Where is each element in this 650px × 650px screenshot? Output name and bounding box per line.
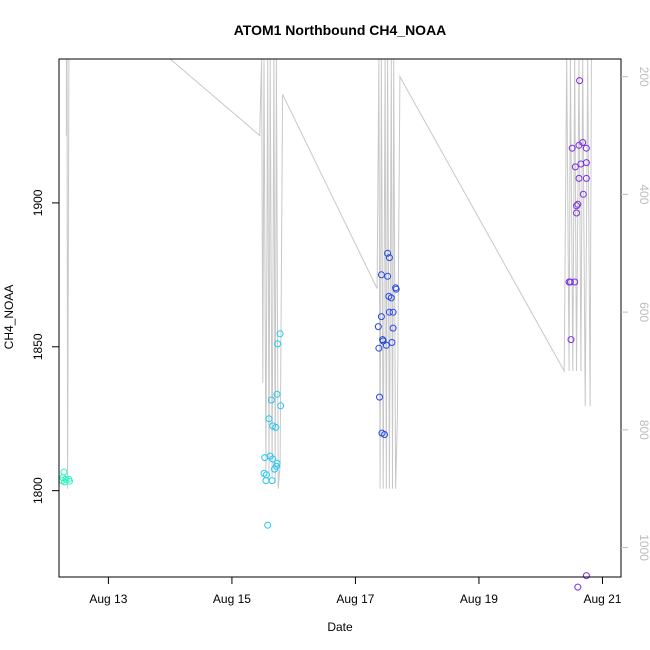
data-point <box>265 415 273 423</box>
series-2 <box>260 330 285 529</box>
data-point <box>384 272 392 280</box>
data-point <box>268 477 276 485</box>
right-tick-label: 200 <box>637 67 650 87</box>
data-point <box>264 521 272 529</box>
data-point <box>575 174 583 182</box>
data-point <box>61 478 69 486</box>
data-point <box>267 396 275 404</box>
data-point <box>576 77 584 85</box>
x-axis-label: Date <box>327 620 353 634</box>
data-point <box>571 278 579 286</box>
data-point <box>375 344 383 352</box>
data-point <box>574 583 582 591</box>
data-point <box>271 465 278 473</box>
data-point <box>566 278 574 286</box>
data-point <box>272 423 280 431</box>
data-point <box>273 459 281 467</box>
altitude-trace-layer <box>65 58 592 489</box>
data-point <box>582 174 590 182</box>
data-point <box>573 202 580 210</box>
data-point <box>277 402 285 410</box>
right-tick-label: 400 <box>637 184 650 204</box>
y-tick-label: 1850 <box>31 333 45 360</box>
altitude-trace-line <box>65 58 592 489</box>
data-point <box>381 431 388 438</box>
data-point <box>60 468 68 476</box>
series-3 <box>374 249 400 438</box>
x-tick-label: Aug 13 <box>89 592 127 606</box>
y-axis-label: CH4_NOAA <box>2 285 16 350</box>
data-point <box>66 477 73 485</box>
right-tick-label: 600 <box>637 302 650 322</box>
data-point <box>377 271 385 279</box>
plot-frame <box>58 58 622 578</box>
data-points-layer <box>58 77 590 591</box>
data-point <box>575 141 583 149</box>
data-point <box>392 285 400 293</box>
x-tick-label: Aug 15 <box>213 592 251 606</box>
data-point <box>385 308 393 316</box>
data-point <box>582 144 590 152</box>
data-point <box>276 330 284 338</box>
x-tick-label: Aug 19 <box>460 592 498 606</box>
data-point <box>385 254 393 262</box>
data-point <box>384 249 392 257</box>
data-point <box>568 144 576 152</box>
y-axis: 1800 1850 1900 <box>31 189 59 504</box>
data-point <box>269 455 277 463</box>
right-tick-label: 800 <box>637 420 650 440</box>
data-point <box>387 294 395 302</box>
data-point <box>273 390 281 398</box>
series-1 <box>58 468 73 486</box>
data-point <box>389 324 397 332</box>
data-point <box>377 313 385 321</box>
data-point <box>579 190 587 198</box>
right-axis: 200 400 600 800 1000 <box>621 67 650 561</box>
data-point <box>376 393 383 401</box>
data-point <box>388 339 396 346</box>
data-point <box>274 340 282 348</box>
data-point <box>382 341 390 349</box>
data-point <box>577 160 585 168</box>
right-tick-label: 1000 <box>637 534 650 561</box>
data-point <box>262 477 270 485</box>
y-tick-label: 1900 <box>31 189 45 216</box>
data-point <box>573 209 580 217</box>
x-tick-label: Aug 21 <box>583 592 621 606</box>
x-tick-label: Aug 17 <box>336 592 374 606</box>
data-point <box>571 163 579 171</box>
data-point <box>567 336 575 344</box>
data-point <box>582 572 590 580</box>
data-point <box>374 323 382 331</box>
series-4 <box>565 77 590 591</box>
data-point <box>574 200 582 208</box>
chart-title: ATOM1 Northbound CH4_NOAA <box>234 22 447 38</box>
data-point <box>389 308 397 316</box>
y-tick-label: 1800 <box>31 477 45 504</box>
x-axis: Aug 13 Aug 15 Aug 17 Aug 19 Aug 21 <box>89 577 622 606</box>
